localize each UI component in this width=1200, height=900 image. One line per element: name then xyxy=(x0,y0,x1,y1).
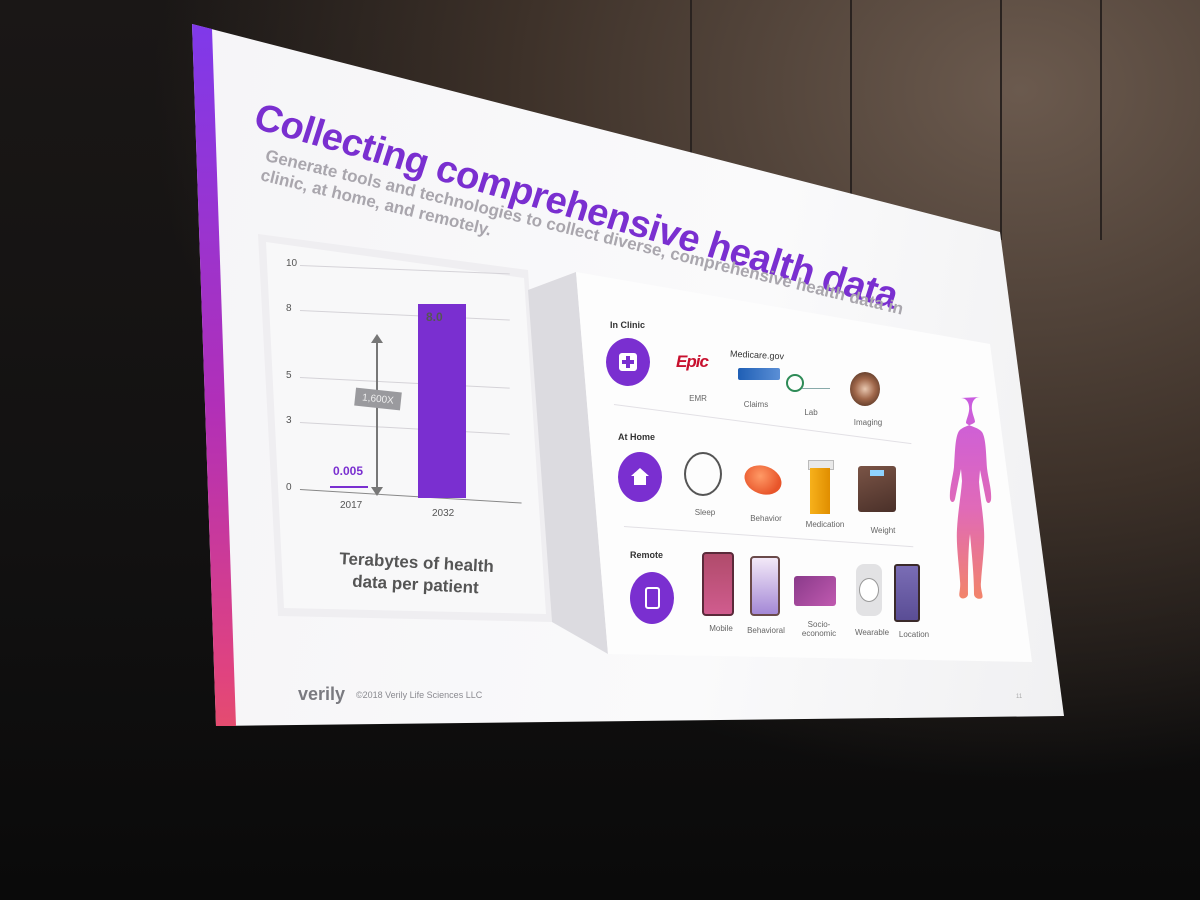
bar-2032 xyxy=(418,304,466,498)
page-number: 11 xyxy=(1016,694,1023,700)
sleep-tracker-ring-icon xyxy=(684,452,722,496)
x-tick-2032: 2032 xyxy=(432,508,455,519)
source-label-emr: EMR xyxy=(689,394,707,403)
source-label-sleep: Sleep xyxy=(694,508,716,517)
wall-panel-seam xyxy=(1000,0,1002,240)
source-label-imaging: Imaging xyxy=(853,418,883,427)
imaging-scan-icon xyxy=(850,372,880,406)
verily-logo: verily xyxy=(298,684,346,704)
source-label-claims: Claims xyxy=(743,400,769,409)
y-tick-label: 10 xyxy=(286,258,298,269)
y-tick-label: 0 xyxy=(286,482,292,493)
medication-bottle-icon xyxy=(810,468,830,514)
section-label-remote: Remote xyxy=(630,550,664,560)
location-phone-icon xyxy=(894,564,920,622)
wearable-watch-icon xyxy=(856,564,882,616)
growth-arrow-shaft xyxy=(376,340,378,490)
source-label-mobile: Mobile xyxy=(709,624,733,633)
source-label-medication: Medication xyxy=(805,520,845,529)
source-label-behavioral: Behavioral xyxy=(747,626,785,635)
home-icon xyxy=(618,452,662,502)
source-label-lab: Lab xyxy=(804,408,818,417)
y-tick-label: 8 xyxy=(286,302,292,314)
wall-panel-seam xyxy=(690,0,692,240)
behavioral-app-phone-icon xyxy=(750,556,780,616)
mobile-phone-icon xyxy=(702,552,734,616)
quest-wordmark xyxy=(802,374,830,389)
phone-icon xyxy=(630,572,674,624)
wall-panel-seam xyxy=(850,0,852,240)
source-label-behavior: Behavior xyxy=(750,514,782,523)
credit-card-icon xyxy=(794,576,836,606)
source-label-socio-economic: Socio-economic xyxy=(801,620,837,638)
weight-scale-icon xyxy=(858,466,896,512)
data-label-2017: 0.005 xyxy=(333,464,364,478)
section-label-at-home: At Home xyxy=(618,432,656,442)
y-tick-label: 5 xyxy=(286,370,292,381)
quest-logo-icon xyxy=(786,374,804,392)
footer-copyright: ©2018 Verily Life Sciences LLC xyxy=(356,690,483,700)
source-label-weight: Weight xyxy=(870,526,896,535)
source-label-wearable: Wearable xyxy=(854,628,890,637)
section-label-in-clinic: In Clinic xyxy=(610,320,646,330)
wall-panel-seam xyxy=(1100,0,1102,240)
human-body-figure xyxy=(949,397,992,599)
y-tick-label: 3 xyxy=(286,414,292,426)
arrow-up-icon xyxy=(371,334,383,343)
data-label-2032: 8.0 xyxy=(426,310,443,324)
bar-2017 xyxy=(330,486,368,488)
source-label-location: Location xyxy=(898,630,930,639)
bluecross-logo xyxy=(738,368,780,380)
epic-logo: Epic xyxy=(676,352,709,371)
arrow-down-icon xyxy=(371,487,383,496)
plus-icon xyxy=(606,338,650,386)
x-tick-2017: 2017 xyxy=(340,500,363,511)
